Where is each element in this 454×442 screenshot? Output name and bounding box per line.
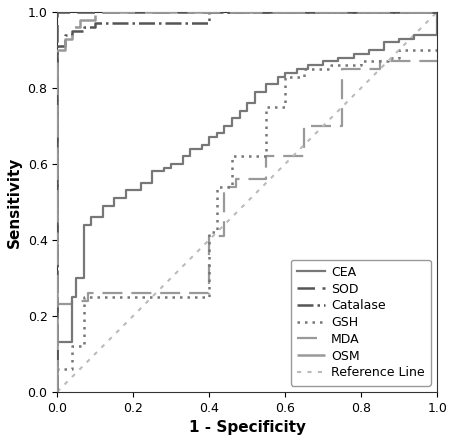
- MDA: [70, 302, 75, 307]
- CEA: [138, 188, 143, 193]
- Legend: CEA, SOD, Catalase, GSH, MDA, OSM, Reference Line: CEA, SOD, Catalase, GSH, MDA, OSM, Refer…: [291, 259, 431, 385]
- GSH: [207, 229, 212, 235]
- OSM: [62, 47, 68, 53]
- Line: SOD: SOD: [57, 12, 437, 392]
- Line: GSH: GSH: [57, 50, 437, 392]
- X-axis label: 1 - Specificity: 1 - Specificity: [189, 420, 306, 435]
- MDA: [263, 176, 269, 182]
- Catalase: [62, 32, 68, 38]
- Y-axis label: Sensitivity: Sensitivity: [7, 156, 22, 248]
- GSH: [54, 366, 60, 372]
- OSM: [77, 17, 83, 22]
- MDA: [263, 154, 269, 159]
- GSH: [282, 104, 288, 110]
- OSM: [54, 47, 60, 53]
- MDA: [340, 123, 345, 129]
- MDA: [222, 233, 227, 239]
- GSH: [434, 47, 440, 53]
- GSH: [229, 154, 235, 159]
- Catalase: [81, 28, 87, 34]
- GSH: [81, 343, 87, 349]
- CEA: [149, 180, 155, 186]
- SOD: [54, 389, 60, 394]
- GSH: [396, 47, 402, 53]
- GSH: [214, 184, 219, 189]
- GSH: [301, 74, 307, 79]
- SOD: [434, 9, 440, 15]
- CEA: [237, 116, 242, 121]
- MDA: [377, 59, 383, 64]
- OSM: [70, 24, 75, 30]
- MDA: [233, 176, 238, 182]
- SOD: [54, 9, 60, 15]
- MDA: [301, 123, 307, 129]
- MDA: [207, 233, 212, 239]
- Catalase: [93, 24, 98, 30]
- GSH: [282, 74, 288, 79]
- GSH: [358, 62, 364, 68]
- GSH: [358, 59, 364, 64]
- GSH: [263, 104, 269, 110]
- Catalase: [93, 21, 98, 26]
- GSH: [385, 59, 390, 64]
- MDA: [54, 302, 60, 307]
- MDA: [340, 66, 345, 72]
- Line: OSM: OSM: [57, 12, 437, 392]
- GSH: [385, 55, 390, 60]
- GSH: [301, 66, 307, 72]
- MDA: [233, 184, 238, 189]
- GSH: [263, 154, 269, 159]
- Catalase: [207, 21, 212, 26]
- OSM: [93, 17, 98, 22]
- MDA: [301, 154, 307, 159]
- Catalase: [54, 43, 60, 49]
- MDA: [54, 389, 60, 394]
- GSH: [207, 294, 212, 300]
- GSH: [214, 229, 219, 235]
- MDA: [434, 59, 440, 64]
- Line: Catalase: Catalase: [57, 12, 437, 392]
- OSM: [434, 9, 440, 15]
- MDA: [377, 66, 383, 72]
- CEA: [351, 51, 356, 57]
- CEA: [161, 165, 166, 170]
- GSH: [229, 184, 235, 189]
- MDA: [222, 184, 227, 189]
- CEA: [434, 9, 440, 15]
- OSM: [93, 9, 98, 15]
- Catalase: [54, 389, 60, 394]
- Catalase: [70, 28, 75, 34]
- OSM: [70, 36, 75, 41]
- GSH: [54, 389, 60, 394]
- GSH: [328, 66, 334, 72]
- Catalase: [207, 9, 212, 15]
- CEA: [54, 389, 60, 394]
- MDA: [85, 290, 90, 296]
- GSH: [396, 55, 402, 60]
- Catalase: [62, 43, 68, 49]
- MDA: [85, 298, 90, 303]
- MDA: [207, 290, 212, 296]
- Catalase: [70, 32, 75, 38]
- GSH: [70, 366, 75, 372]
- GSH: [70, 343, 75, 349]
- Line: MDA: MDA: [57, 61, 437, 392]
- Catalase: [434, 9, 440, 15]
- Line: CEA: CEA: [57, 12, 437, 392]
- GSH: [81, 294, 87, 300]
- CEA: [351, 55, 356, 60]
- GSH: [328, 62, 334, 68]
- OSM: [62, 36, 68, 41]
- MDA: [70, 298, 75, 303]
- Catalase: [81, 24, 87, 30]
- OSM: [77, 24, 83, 30]
- OSM: [54, 389, 60, 394]
